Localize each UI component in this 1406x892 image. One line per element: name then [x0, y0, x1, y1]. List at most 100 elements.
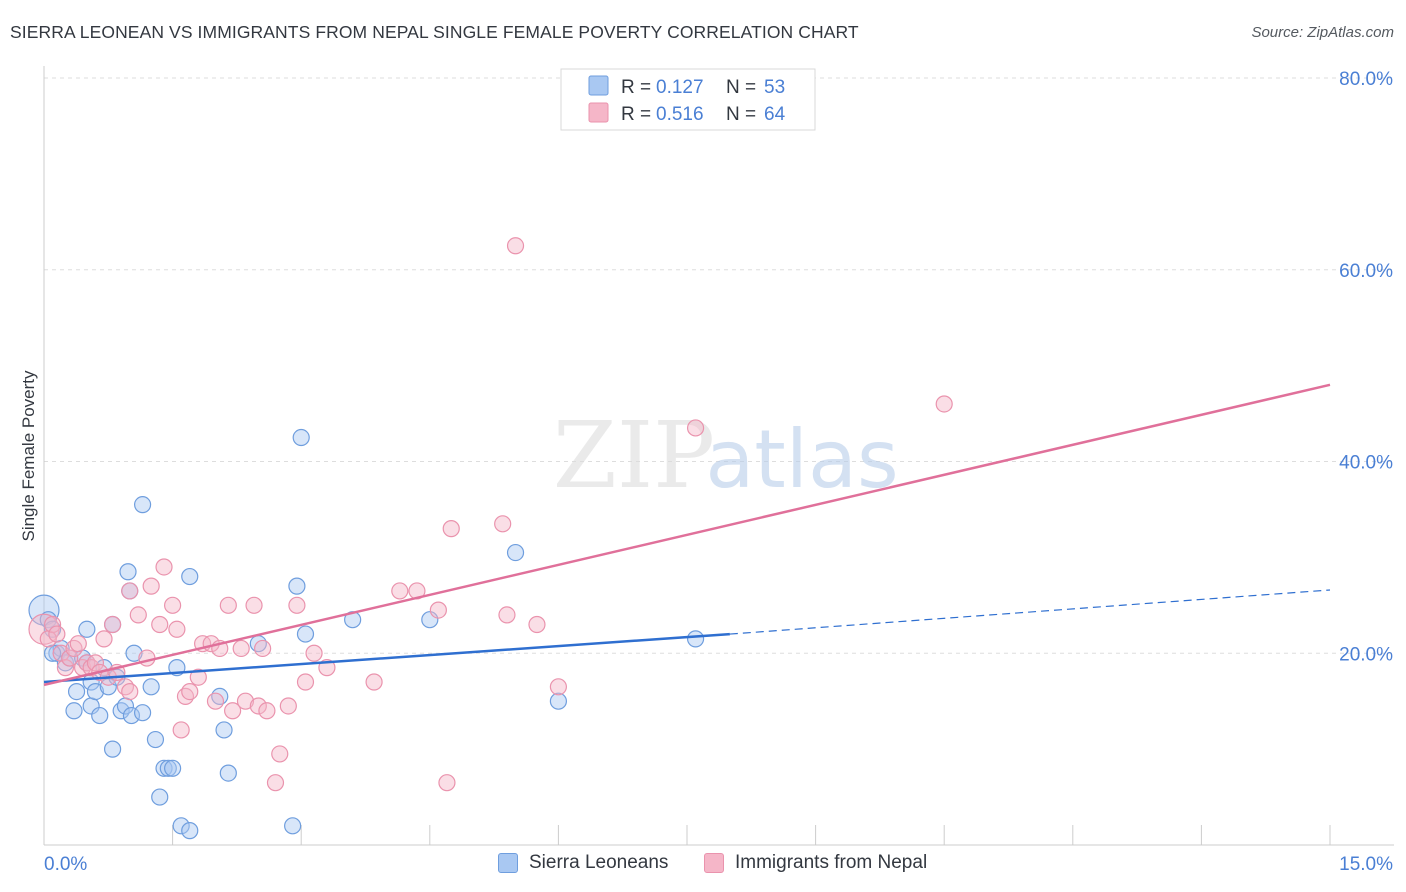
point-sierra-leonean	[78, 620, 96, 638]
legend-r-label-2: R =	[621, 104, 651, 125]
point-nepal-immigrant	[232, 639, 250, 658]
point-nepal-immigrant	[528, 615, 546, 634]
point-sierra-leonean	[686, 630, 705, 648]
point-sierra-leonean	[284, 817, 302, 835]
point-sierra-leonean	[103, 740, 122, 758]
y-tick-label: 20.0%	[1339, 644, 1393, 665]
point-nepal-immigrant	[429, 601, 447, 619]
point-nepal-immigrant	[391, 582, 409, 600]
legend-swatch-immigrants-from-nepal	[588, 102, 609, 123]
legend-label-immigrants-from-nepal: Immigrants from Nepal	[735, 852, 928, 873]
legend-n-value-2: 64	[764, 104, 786, 125]
x-tick-label-max: 15.0%	[1339, 854, 1393, 875]
legend-n-value-1: 53	[764, 77, 785, 98]
point-sierra-leonean	[421, 611, 439, 629]
point-nepal-immigrant	[48, 625, 66, 643]
point-nepal-immigrant	[103, 615, 122, 634]
legend-item-immigrants-from-nepal: Immigrants from Nepal	[704, 852, 927, 874]
point-nepal-immigrant	[56, 659, 75, 677]
trendline-sierra-leoneans-projection	[729, 589, 1331, 635]
watermark: ZIP atlas	[553, 402, 899, 509]
point-nepal-immigrant	[151, 615, 169, 634]
point-sierra-leonean	[292, 428, 310, 447]
point-sierra-leonean	[181, 822, 199, 840]
legend-swatch-blue	[498, 853, 518, 873]
point-nepal-immigrant	[172, 721, 190, 739]
point-nepal-immigrant	[86, 654, 105, 672]
point-nepal-immigrant	[365, 673, 383, 691]
legend-r-value-1: 0.127	[656, 77, 704, 98]
watermark-atlas: atlas	[705, 413, 898, 506]
y-tick-label: 60.0%	[1339, 261, 1393, 282]
point-nepal-immigrant	[249, 697, 267, 715]
legend-r-label-1: R =	[621, 77, 651, 98]
point-sierra-leonean	[506, 543, 525, 562]
point-nepal-immigrant	[61, 649, 79, 667]
point-sierra-leonean	[296, 625, 315, 643]
point-nepal-immigrant	[181, 682, 199, 701]
legend-n-label-1: N =	[726, 77, 756, 98]
point-nepal-immigrant	[296, 673, 315, 691]
axes-layer	[43, 66, 1394, 846]
point-nepal-immigrant	[438, 774, 456, 792]
legend-top: R = 0.127 N = 53 R = 0.516 N = 64	[560, 68, 816, 131]
point-nepal-immigrant	[142, 577, 160, 595]
point-nepal-immigrant	[494, 515, 512, 533]
point-sierra-leonean	[125, 644, 143, 662]
x-tick-label-min: 0.0%	[44, 854, 87, 875]
point-nepal-immigrant	[266, 774, 285, 792]
point-nepal-immigrant	[129, 606, 147, 624]
trend-layer	[43, 383, 1331, 687]
point-sierra-leonean	[181, 567, 199, 586]
point-sierra-leonean	[119, 563, 137, 581]
point-nepal-immigrant	[164, 596, 182, 614]
point-nepal-immigrant	[121, 682, 139, 701]
point-nepal-immigrant	[168, 620, 186, 638]
point-nepal-immigrant	[288, 596, 306, 614]
point-nepal-immigrant	[155, 558, 173, 576]
point-sierra-leonean	[164, 759, 182, 777]
point-sierra-leonean	[146, 730, 165, 749]
point-nepal-immigrant	[935, 395, 953, 413]
point-nepal-immigrant	[442, 520, 460, 538]
point-nepal-immigrant	[686, 419, 705, 437]
point-nepal-immigrant	[43, 615, 62, 634]
point-sierra-leonean	[91, 706, 109, 725]
point-sierra-leonean	[159, 759, 177, 777]
watermark-zip: ZIP	[553, 402, 715, 509]
point-sierra-leonean	[219, 764, 237, 782]
y-tick-label: 80.0%	[1339, 69, 1393, 90]
point-nepal-immigrant	[271, 745, 289, 763]
legend-swatch-pink	[704, 853, 724, 873]
point-sierra-leonean	[67, 682, 86, 701]
tick-labels-layer: 20.0% 40.0% 60.0% 80.0% 0.0% 15.0%	[44, 69, 1393, 875]
point-sierra-leonean	[288, 577, 306, 595]
point-nepal-immigrant	[279, 697, 297, 715]
point-nepal-immigrant	[549, 678, 568, 696]
grid-layer	[44, 77, 1394, 654]
legend-r-value-2: 0.516	[656, 104, 704, 125]
point-nepal-immigrant	[206, 692, 225, 710]
point-nepal-immigrant	[95, 630, 113, 648]
point-nepal-immigrant	[506, 237, 525, 255]
point-nepal-immigrant	[219, 596, 237, 614]
point-sierra-leonean	[549, 692, 568, 710]
legend-label-sierra-leoneans: Sierra Leoneans	[529, 852, 669, 873]
point-nepal-immigrant	[236, 692, 255, 710]
point-nepal-immigrant	[258, 702, 276, 720]
trendline-sierra-leoneans	[43, 632, 730, 684]
source-label: Source: ZipAtlas.com	[1251, 24, 1394, 41]
point-sierra-leonean	[133, 704, 152, 722]
legend-swatch-sierra-leoneans	[588, 75, 609, 96]
point-sierra-leonean	[99, 678, 117, 696]
point-nepal-immigrant	[189, 668, 207, 686]
point-sierra-leonean	[172, 817, 190, 835]
point-nepal-immigrant	[498, 606, 516, 624]
point-nepal-immigrant	[254, 639, 272, 658]
point-sierra-leonean	[65, 702, 83, 720]
point-sierra-leonean	[86, 682, 105, 701]
y-tick-label: 40.0%	[1339, 453, 1393, 474]
point-nepal-immigrant	[305, 644, 323, 662]
trendline-immigrants-from-nepal	[43, 383, 1331, 687]
